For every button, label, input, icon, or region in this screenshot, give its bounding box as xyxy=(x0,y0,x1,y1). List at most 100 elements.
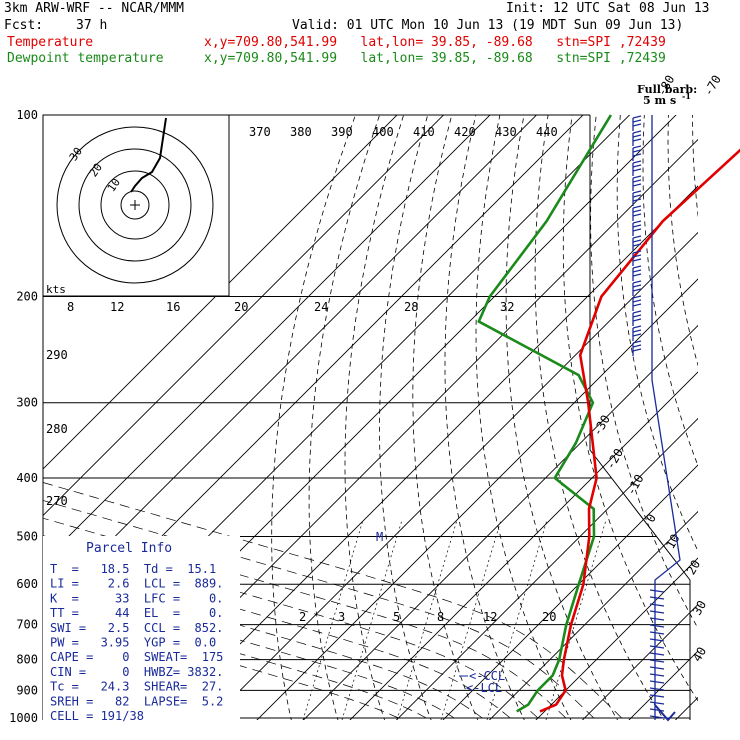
pressure-axis-labels: 100 200 300 400 500 600 700 800 900 1000 xyxy=(9,108,38,725)
moist-adiabat-line xyxy=(43,583,455,719)
wind-barb-flag xyxy=(649,680,665,684)
wind-barb-flag xyxy=(649,610,665,614)
valid-time: Valid: 01 UTC Mon 10 Jun 13 (19 MDT Sun … xyxy=(292,18,684,33)
parcel-info-title: Parcel Info xyxy=(86,541,172,556)
dry-adiabat-line xyxy=(475,115,572,720)
isotherm-label: 20 xyxy=(684,558,703,578)
wind-barb-flag xyxy=(649,624,665,628)
wind-barb-flag xyxy=(632,179,642,183)
pressure-label: 500 xyxy=(16,529,38,543)
parcel-info-row: TT = 44 EL = 0. xyxy=(50,606,223,620)
isotherm-label: -10 xyxy=(624,472,647,498)
dewpoint-location: x,y=709.80,541.99 lat,lon= 39.85, -89.68… xyxy=(204,51,666,66)
wind-barb-flag xyxy=(632,168,642,172)
theta-labels: 370 380 390 400 410 420 430 440 xyxy=(249,125,558,139)
isotherm-label: 40 xyxy=(690,645,709,665)
wind-barb-flag xyxy=(632,280,642,284)
wind-barb-flag xyxy=(649,666,665,670)
dry-adiabat-line xyxy=(692,115,698,219)
wind-barb-flag xyxy=(632,258,642,262)
isotherm-line xyxy=(628,650,698,720)
upper-scale-label: 8 xyxy=(67,300,74,314)
lcl-marker: <-LCL xyxy=(466,681,502,695)
wind-barb-flag xyxy=(632,265,642,269)
wind-barb-flag xyxy=(632,250,642,254)
moist-adiabat-line xyxy=(43,608,399,719)
moist-adiabat-line xyxy=(43,482,622,719)
wind-barb-flag xyxy=(632,314,642,318)
dewpoint-profile xyxy=(477,114,613,713)
parcel-info-row: CAPE = 0 SWEAT= 175 xyxy=(50,650,223,664)
isotherm-line xyxy=(302,324,698,720)
parcel-info-row: Tc = 24.3 SHEAR= 27. xyxy=(50,680,223,694)
pressure-label: 700 xyxy=(16,618,38,632)
pressure-label: 900 xyxy=(16,683,38,697)
wind-barb-flag xyxy=(632,318,642,322)
dry-adiabat-labels: 290 280 270 xyxy=(46,348,68,508)
upper-scale-label: 28 xyxy=(404,300,418,314)
wind-barb-flag xyxy=(654,704,676,722)
wind-barb-flag xyxy=(649,701,665,705)
wind-barb-flag xyxy=(632,138,642,142)
plot-right-border xyxy=(589,115,691,720)
full-barb-units: 5 m s xyxy=(643,94,676,107)
wind-barb-flag xyxy=(649,596,665,600)
pressure-label: 600 xyxy=(16,577,38,591)
dry-adiabat-line xyxy=(444,115,525,720)
upper-scale-labels: 8 12 16 20 24 28 32 xyxy=(67,300,514,314)
parcel-info-row: SREH = 82 LAPSE= 5.2 xyxy=(50,694,223,708)
parcel-info-row: CIN = 0 HWBZ= 3832. xyxy=(50,665,223,679)
m-marker: M xyxy=(376,530,383,544)
hodograph-ring xyxy=(100,170,170,240)
moist-adiabat-line xyxy=(43,517,567,719)
pressure-label: 800 xyxy=(16,653,38,667)
full-barb-exponent: -1 xyxy=(682,91,691,101)
wind-barb-flag xyxy=(632,209,642,213)
moist-adiabat-line xyxy=(43,500,595,719)
isotherm-line xyxy=(581,603,698,720)
isotherm-line xyxy=(349,371,698,720)
wind-barb-flag xyxy=(649,673,665,677)
wind-barb-staff xyxy=(651,115,681,720)
wind-barb-flag xyxy=(632,269,642,273)
parcel-info-row: PW = 3.95 YGP = 0.0 xyxy=(50,636,216,650)
forecast-hour: 37 h xyxy=(76,18,108,33)
dry-adiabat-line xyxy=(505,115,619,720)
isotherm-line xyxy=(43,115,445,517)
parcel-info-row: LI = 2.6 LCL = 889. xyxy=(50,577,223,591)
dry-adiabat-line xyxy=(412,115,479,720)
isotherm-label: -30 xyxy=(590,413,613,439)
wind-barb-flag xyxy=(632,153,642,157)
hodograph-ring xyxy=(56,126,214,284)
wind-barbs xyxy=(632,115,681,722)
theta-label: 390 xyxy=(331,125,353,139)
theta-label: 440 xyxy=(536,125,558,139)
hodograph-ring-label: 30 xyxy=(67,145,85,163)
mixing-ratio-label: 2 xyxy=(299,610,306,624)
wind-barb-flag xyxy=(632,123,642,127)
wind-barb-flag xyxy=(632,235,642,239)
wind-barb-flag xyxy=(632,288,642,292)
wind-barb-flag xyxy=(632,145,642,149)
wind-barb-flag xyxy=(649,638,665,642)
dry-adiabat-line xyxy=(667,115,698,367)
upper-scale-label: 16 xyxy=(166,300,180,314)
theta-label: 380 xyxy=(290,125,312,139)
wind-barb-flag xyxy=(632,333,642,337)
dry-adiabat-label: 270 xyxy=(46,494,68,508)
theta-label: 420 xyxy=(454,125,476,139)
isotherm-label: -70 xyxy=(701,73,724,99)
dry-adiabat-label: 290 xyxy=(46,348,68,362)
isotherm-line xyxy=(43,115,398,470)
parcel-info-row: T = 18.5 Td = 15.1 xyxy=(50,562,216,576)
pressure-label: 400 xyxy=(16,471,38,485)
wind-barb-flag xyxy=(649,659,665,663)
wind-barb-flag xyxy=(632,243,642,247)
isotherm-line xyxy=(163,185,698,720)
theta-label: 400 xyxy=(372,125,394,139)
dry-adiabat-line xyxy=(308,115,381,720)
moist-adiabat-line xyxy=(43,596,427,719)
dry-adiabat-lines xyxy=(271,115,698,720)
dry-adiabat-line xyxy=(271,115,356,720)
wind-barb-flag xyxy=(649,617,665,621)
